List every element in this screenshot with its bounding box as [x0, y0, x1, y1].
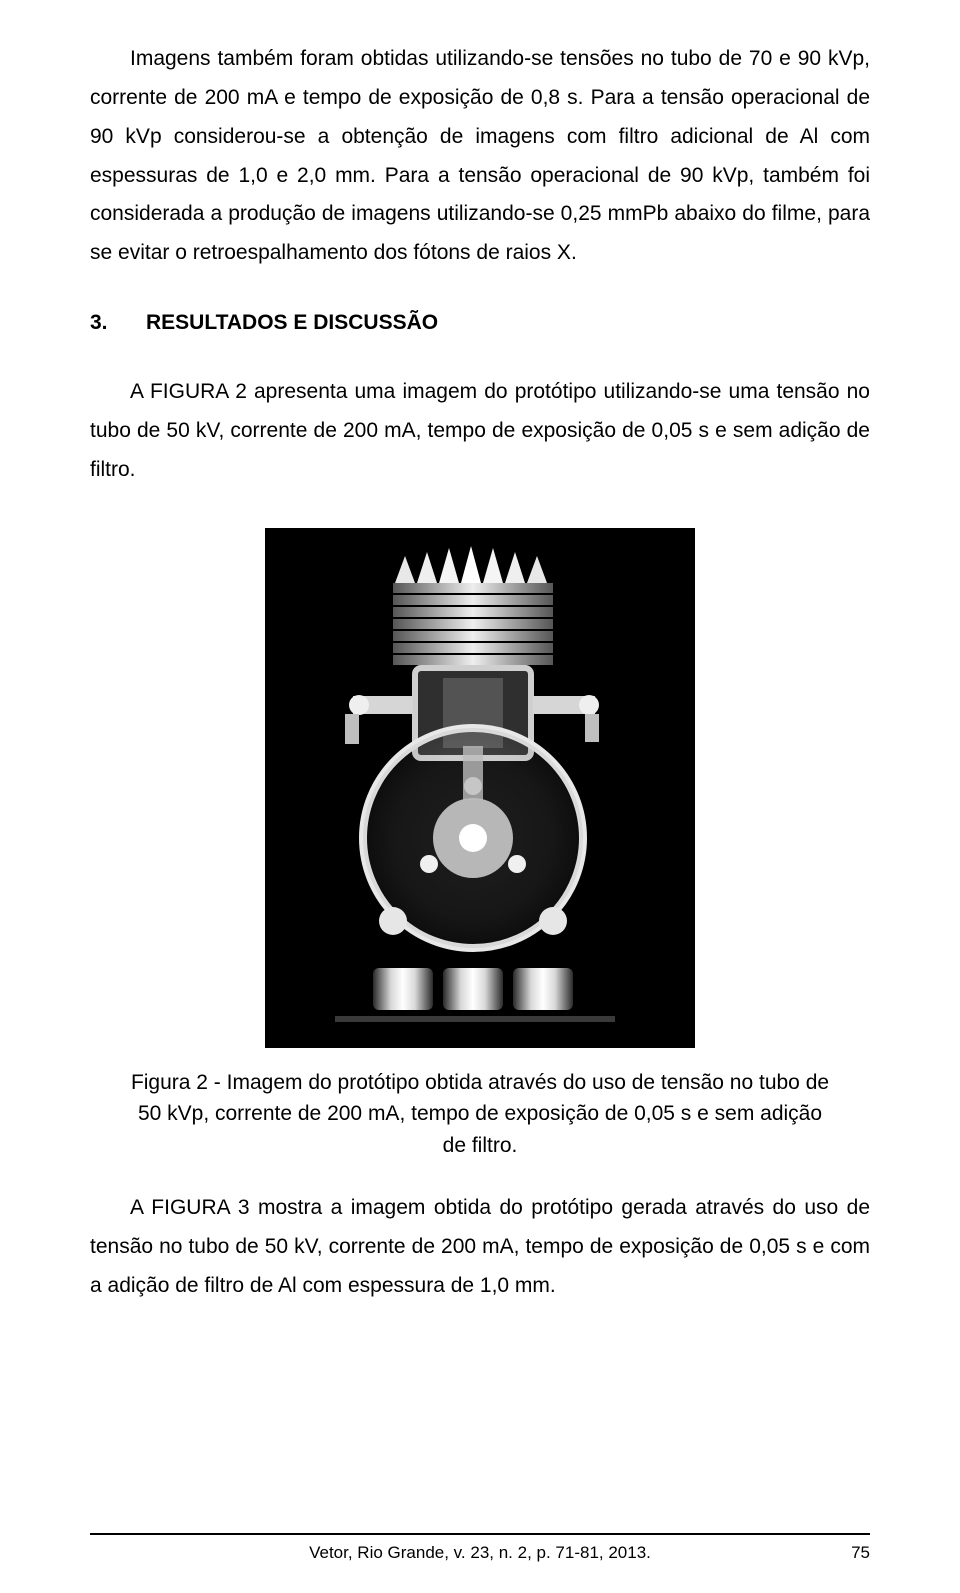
- mount-lug-left: [379, 907, 407, 935]
- section-title: RESULTADOS E DISCUSSÃO: [146, 311, 438, 334]
- footer-rule: [90, 1533, 870, 1535]
- page-footer: Vetor, Rio Grande, v. 23, n. 2, p. 71-81…: [0, 1533, 960, 1563]
- paragraph-results-2: A FIGURA 3 mostra a imagem obtida do pro…: [90, 1189, 870, 1306]
- connecting-rod: [463, 746, 483, 800]
- bottom-cylinders: [373, 968, 573, 1010]
- figure-2-radiograph-image: [265, 528, 695, 1048]
- cooling-fins: [393, 583, 553, 665]
- mount-lug-right: [539, 907, 567, 935]
- section-heading: 3.RESULTADOS E DISCUSSÃO: [90, 311, 870, 335]
- figure-2-container: [90, 528, 870, 1053]
- paragraph-results-1: A FIGURA 2 apresenta uma imagem do protó…: [90, 373, 870, 490]
- radiograph-svg: [265, 528, 695, 1048]
- footer-citation: Vetor, Rio Grande, v. 23, n. 2, p. 71-81…: [130, 1543, 830, 1563]
- footer-page-number: 75: [830, 1543, 870, 1563]
- paragraph-intro: Imagens também foram obtidas utilizando-…: [90, 40, 870, 273]
- section-number: 3.: [90, 311, 146, 335]
- figure-2-caption: Figura 2 - Imagem do protótipo obtida at…: [130, 1067, 830, 1162]
